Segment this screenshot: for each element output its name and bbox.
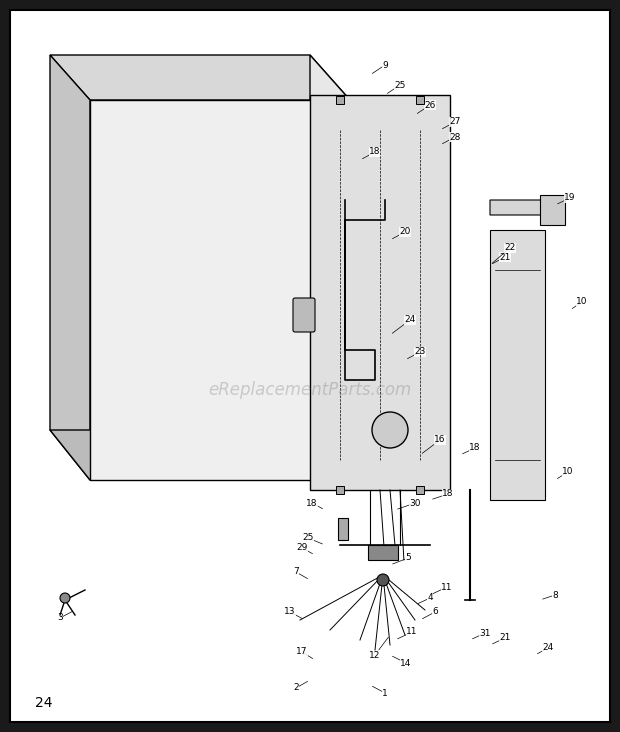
- Text: 20: 20: [399, 228, 410, 236]
- Circle shape: [60, 593, 70, 603]
- Text: 27: 27: [450, 118, 461, 127]
- Polygon shape: [50, 55, 90, 480]
- Text: 3: 3: [57, 613, 63, 622]
- Text: 16: 16: [434, 436, 446, 444]
- Bar: [336, 486, 344, 494]
- Circle shape: [377, 574, 389, 586]
- Circle shape: [372, 412, 408, 448]
- Polygon shape: [490, 230, 545, 500]
- Text: 26: 26: [424, 100, 436, 110]
- Polygon shape: [50, 55, 350, 100]
- Text: 25: 25: [394, 81, 405, 89]
- Text: 10: 10: [576, 297, 588, 307]
- Text: 8: 8: [552, 591, 558, 600]
- Polygon shape: [310, 95, 450, 490]
- Text: 4: 4: [427, 594, 433, 602]
- Bar: [368, 545, 398, 560]
- Text: 1: 1: [382, 689, 388, 698]
- Text: 2: 2: [293, 684, 299, 692]
- Polygon shape: [50, 430, 310, 480]
- Text: 24: 24: [542, 643, 554, 652]
- Text: 5: 5: [405, 553, 411, 562]
- Polygon shape: [490, 200, 555, 215]
- Bar: [416, 96, 424, 104]
- Text: 18: 18: [442, 490, 454, 498]
- Text: 21: 21: [499, 253, 511, 261]
- Text: 13: 13: [284, 608, 296, 616]
- Text: 11: 11: [406, 627, 418, 637]
- Text: 29: 29: [296, 543, 308, 553]
- Text: 23: 23: [414, 348, 426, 356]
- Bar: [336, 96, 344, 104]
- Bar: [338, 518, 348, 540]
- Polygon shape: [310, 55, 350, 480]
- Text: 14: 14: [401, 659, 412, 668]
- Text: 30: 30: [409, 498, 421, 507]
- Text: 9: 9: [382, 61, 388, 70]
- FancyBboxPatch shape: [293, 298, 315, 332]
- Text: 7: 7: [293, 567, 299, 577]
- Text: 31: 31: [479, 629, 491, 638]
- Text: 18: 18: [370, 148, 381, 157]
- Text: 18: 18: [469, 444, 481, 452]
- Text: 21: 21: [499, 633, 511, 643]
- Text: eReplacementParts.com: eReplacementParts.com: [208, 381, 412, 399]
- Text: 25: 25: [303, 534, 314, 542]
- Text: 19: 19: [564, 193, 576, 203]
- Text: 11: 11: [441, 583, 453, 591]
- Text: 22: 22: [505, 244, 516, 253]
- Polygon shape: [90, 100, 350, 480]
- Text: 6: 6: [432, 608, 438, 616]
- Polygon shape: [540, 195, 565, 225]
- Text: 12: 12: [370, 651, 381, 660]
- Text: 10: 10: [562, 468, 574, 477]
- Text: 17: 17: [296, 648, 308, 657]
- Text: 18: 18: [306, 498, 317, 507]
- Text: 28: 28: [450, 132, 461, 141]
- Bar: [416, 486, 424, 494]
- Text: 24: 24: [404, 315, 415, 324]
- Text: 24: 24: [35, 696, 53, 710]
